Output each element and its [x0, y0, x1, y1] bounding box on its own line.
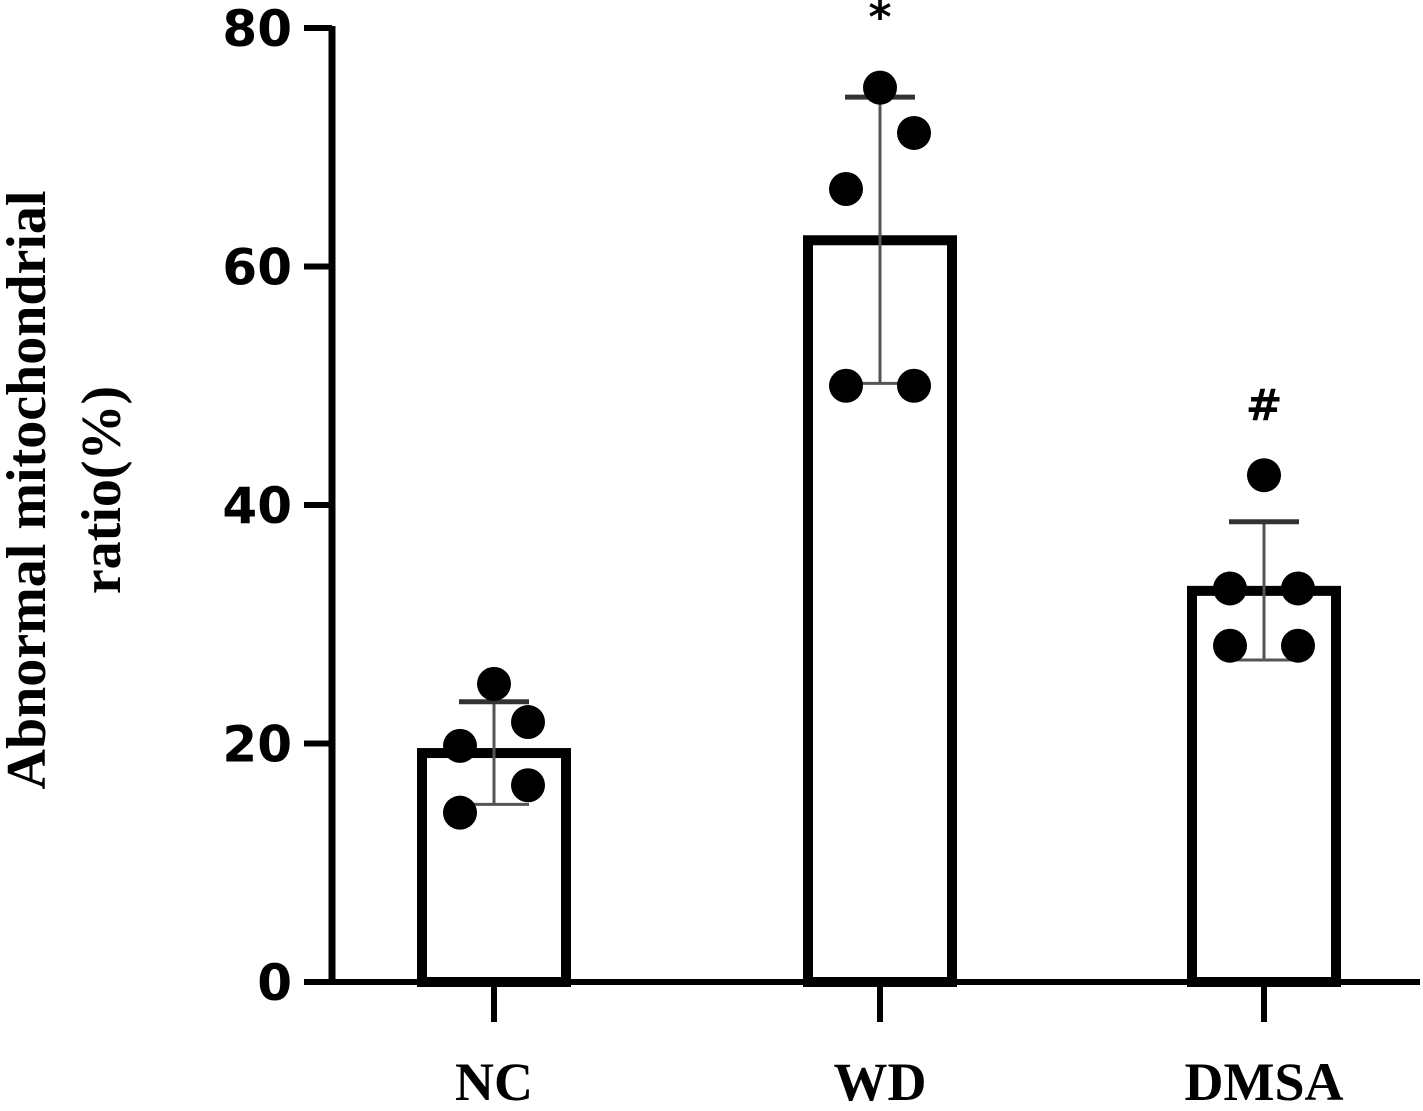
data-point	[829, 368, 863, 403]
data-point	[1281, 628, 1315, 663]
y-tick-label: 80	[222, 0, 292, 58]
data-point	[897, 115, 931, 150]
significance-marker: #	[1246, 380, 1283, 431]
data-point	[829, 171, 863, 206]
bar-dmsa	[1187, 585, 1341, 987]
data-point	[443, 728, 477, 763]
y-tick-label: 0	[257, 954, 292, 1012]
y-axis-title: Abnormal mitochondrial ratio(%)	[0, 191, 133, 790]
data-point	[863, 70, 897, 105]
data-point	[1213, 628, 1247, 663]
data-point	[1281, 571, 1315, 606]
significance-marker: *	[868, 0, 891, 43]
y-tick-label: 60	[222, 239, 292, 297]
y-tick-label: 40	[222, 477, 292, 535]
x-category-label: NC	[455, 1052, 533, 1111]
data-point	[511, 705, 545, 740]
data-point	[477, 666, 511, 701]
y-tick-label: 20	[222, 716, 292, 774]
data-point	[1247, 458, 1281, 493]
y-axis-title-line-2: ratio(%)	[71, 386, 133, 594]
data-point	[1213, 571, 1247, 606]
data-point	[443, 795, 477, 830]
data-point	[511, 768, 545, 803]
y-axis-title-line-1: Abnormal mitochondrial	[0, 191, 58, 790]
x-category-label: WD	[834, 1052, 927, 1111]
data-point	[897, 368, 931, 403]
x-category-label: DMSA	[1185, 1052, 1344, 1111]
plot-area: 0 20 40 60 80 NC * WD # DMSA	[222, 0, 1420, 1111]
